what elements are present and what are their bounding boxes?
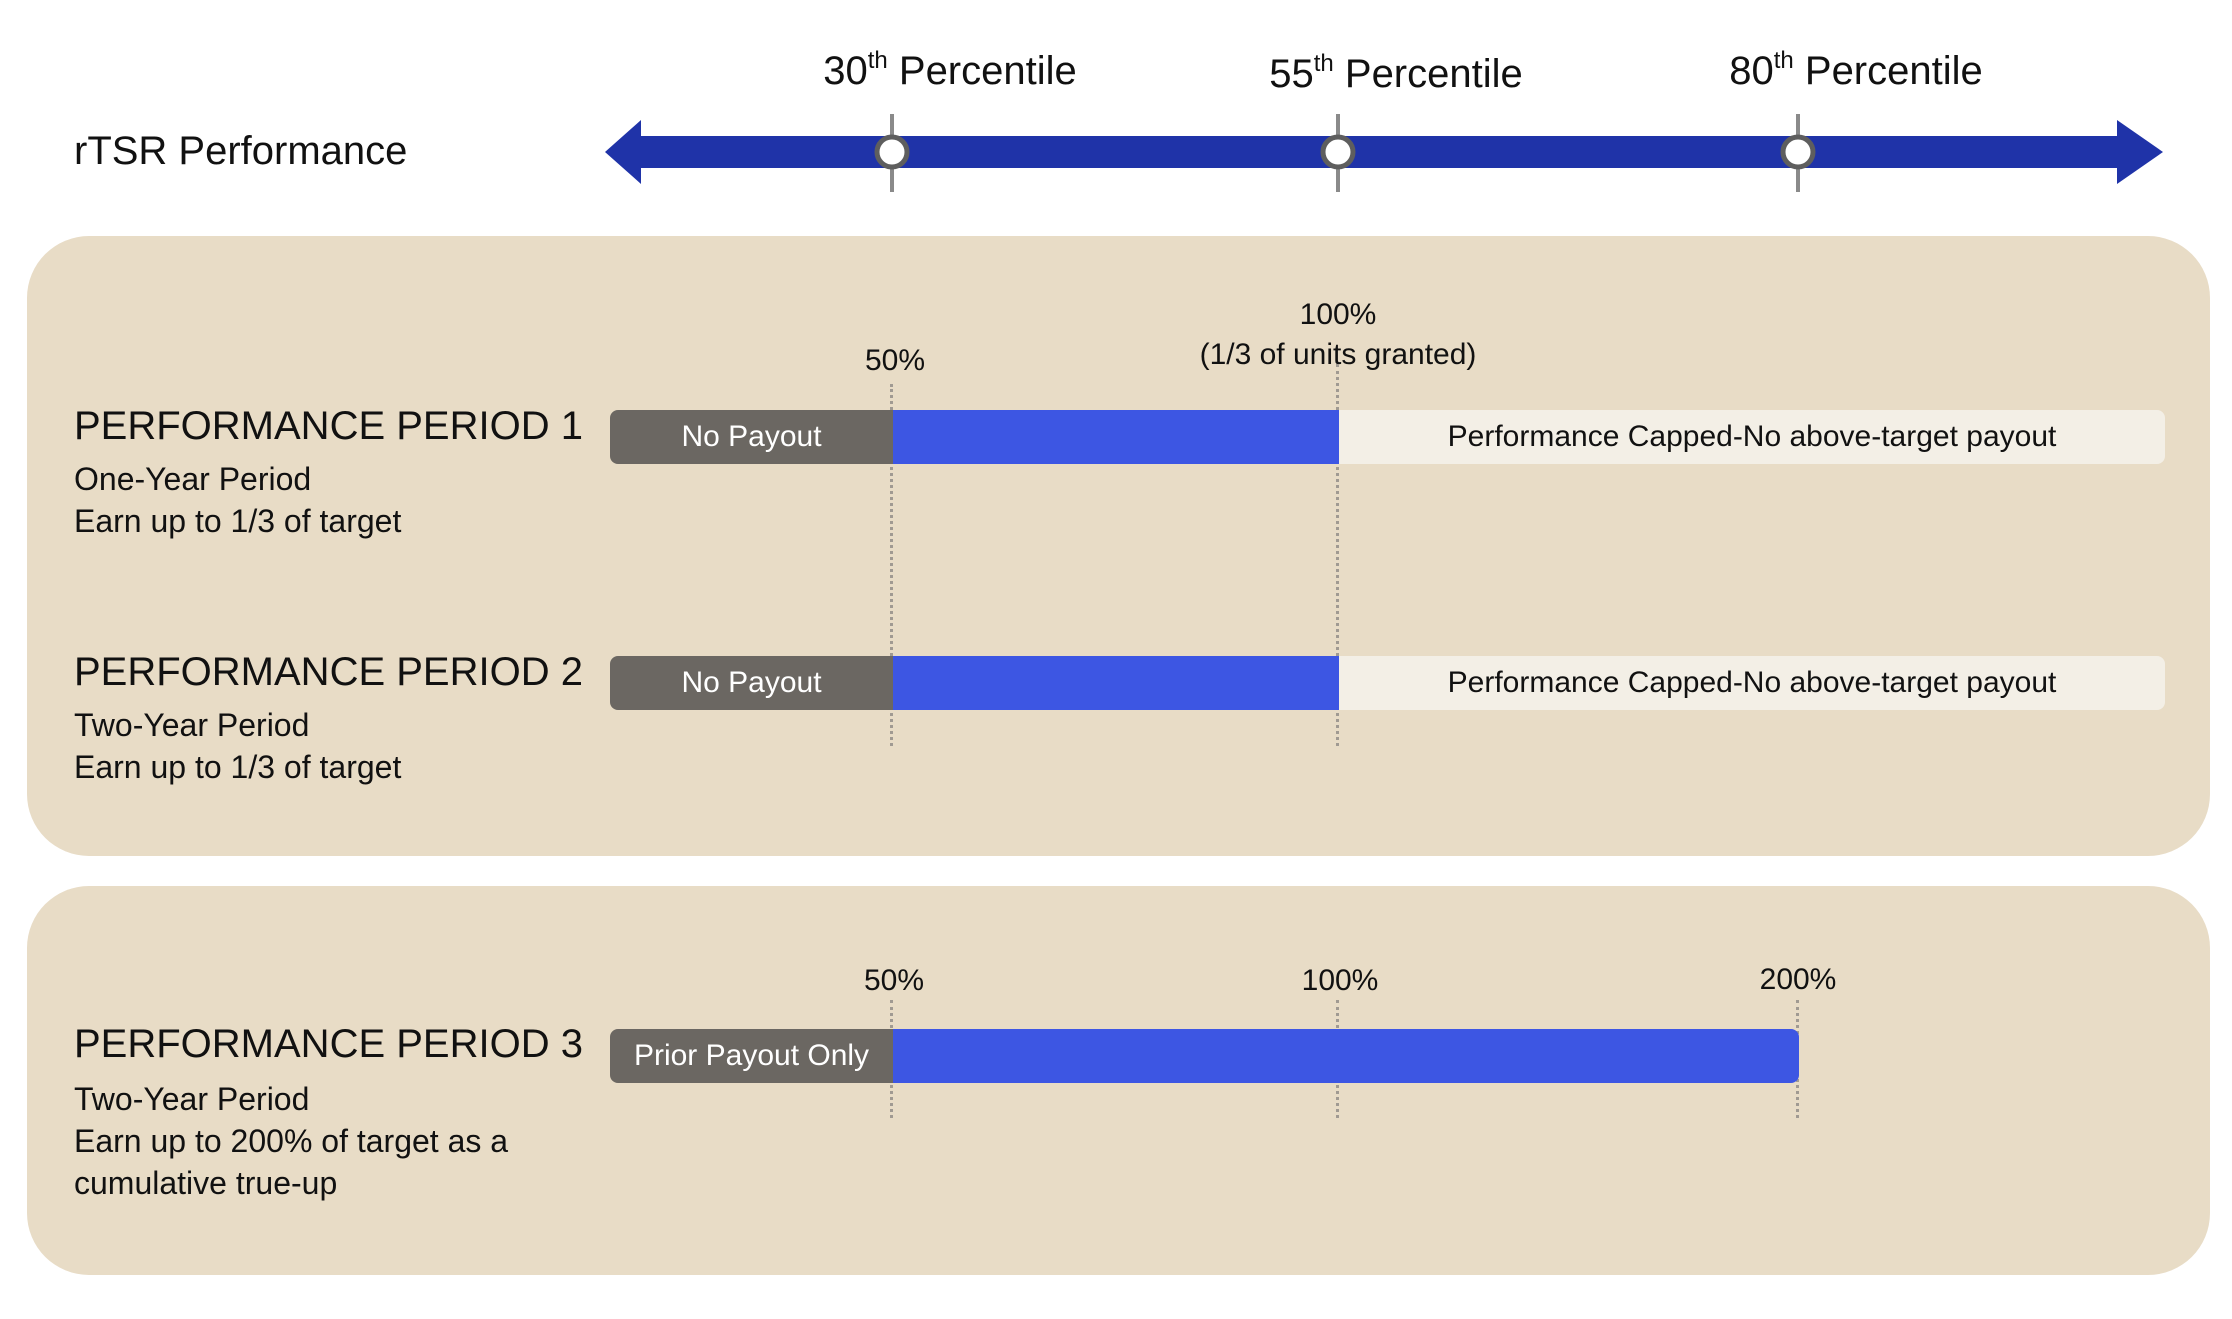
marker-30-icon bbox=[874, 134, 910, 170]
double-arrow-icon bbox=[605, 120, 2163, 184]
period-2-title: PERFORMANCE PERIOD 2 bbox=[74, 650, 583, 694]
rtsr-performance-label: rTSR Performance bbox=[74, 129, 408, 173]
percentile-55-label: 55th Percentile bbox=[1269, 50, 1523, 97]
periods-1-2-panel bbox=[27, 236, 2210, 856]
period-3-title: PERFORMANCE PERIOD 3 bbox=[74, 1022, 583, 1066]
percentile-30-label: 30th Percentile bbox=[823, 47, 1077, 94]
period-1-capped-segment: Performance Capped-No above-target payou… bbox=[1339, 410, 2165, 464]
period-2-payout-segment bbox=[893, 656, 1339, 710]
p1-tick-100-label: 100% bbox=[1299, 298, 1377, 331]
p3-tick-50-label: 50% bbox=[863, 964, 925, 997]
period-3-duration: Two-Year Period bbox=[74, 1081, 310, 1117]
period-1-duration: One-Year Period bbox=[74, 461, 312, 497]
period-2-no-payout-segment: No Payout bbox=[610, 656, 893, 710]
period-1-no-payout-segment: No Payout bbox=[610, 410, 893, 464]
rtsr-axis bbox=[605, 114, 2163, 192]
period-1-earn: Earn up to 1/3 of target bbox=[74, 503, 402, 539]
p3-tick-200-label: 200% bbox=[1759, 963, 1837, 996]
period-3-payout-segment bbox=[893, 1029, 1799, 1083]
marker-55-icon bbox=[1320, 134, 1356, 170]
percentile-80-label: 80th Percentile bbox=[1729, 47, 1983, 94]
period-3-earn-cont: cumulative true-up bbox=[74, 1165, 338, 1201]
p1-tick-50-label: 50% bbox=[864, 344, 926, 377]
marker-80-icon bbox=[1780, 134, 1816, 170]
period-2-duration: Two-Year Period bbox=[74, 707, 310, 743]
guide-50-line bbox=[890, 384, 893, 746]
period-2-capped-segment: Performance Capped-No above-target payou… bbox=[1339, 656, 2165, 710]
period-3-prior-payout-segment: Prior Payout Only bbox=[610, 1029, 893, 1083]
period-1-payout-segment bbox=[893, 410, 1339, 464]
period-3-earn: Earn up to 200% of target as a bbox=[74, 1123, 509, 1159]
period-2-earn: Earn up to 1/3 of target bbox=[74, 749, 402, 785]
guide-100-line bbox=[1336, 364, 1339, 746]
p3-tick-100-label: 100% bbox=[1301, 964, 1379, 997]
period-1-title: PERFORMANCE PERIOD 1 bbox=[74, 404, 583, 448]
